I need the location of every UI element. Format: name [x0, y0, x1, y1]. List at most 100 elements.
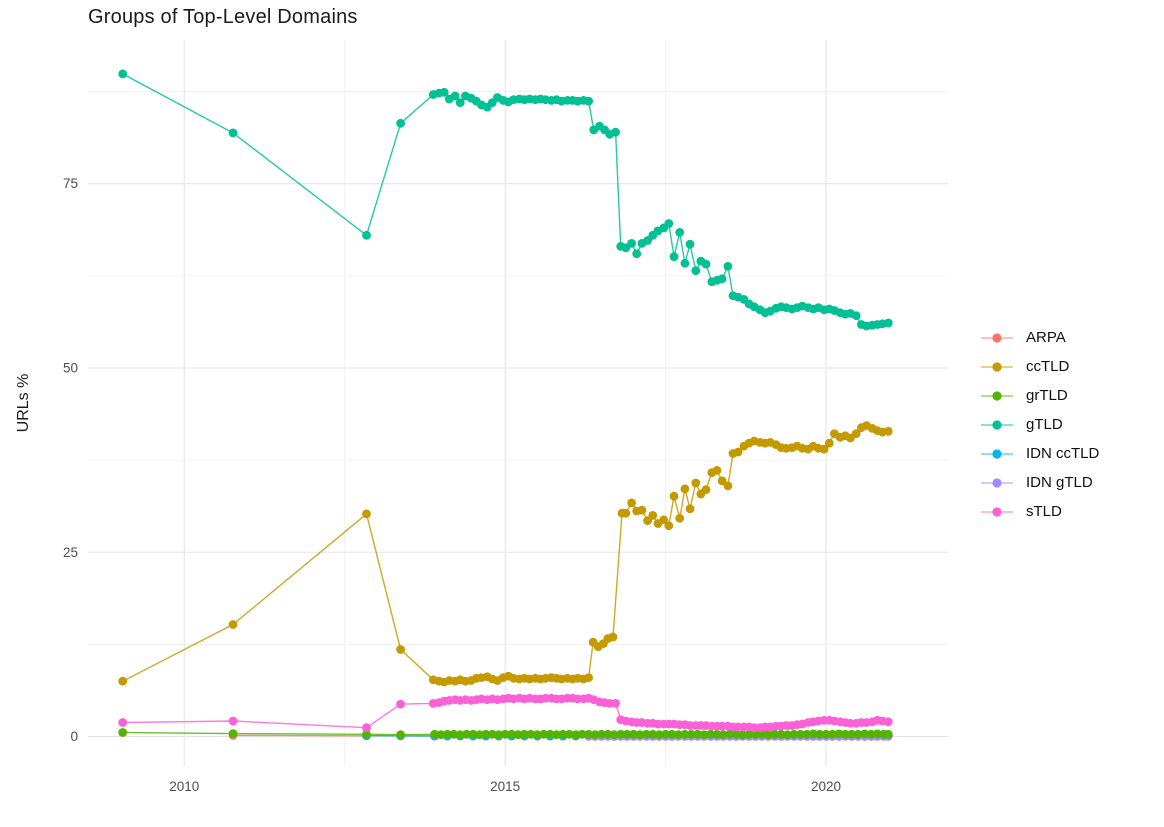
- legend-item-stld: sTLD: [980, 497, 1099, 526]
- data-point: [667, 729, 677, 739]
- data-point: [430, 729, 439, 739]
- data-point: [738, 730, 747, 740]
- data-point: [866, 729, 876, 739]
- data-point: [873, 729, 882, 739]
- data-point: [723, 481, 733, 491]
- data-point: [539, 729, 549, 739]
- series-points-ccTLD: [118, 421, 893, 687]
- data-point: [564, 729, 574, 739]
- y-tick-label: 50: [63, 360, 78, 375]
- legend-label: sTLD: [1026, 503, 1062, 520]
- legend: ARPA ccTLD grTLD gTLD IDN ccTLD IDN gTLD sTLD: [980, 323, 1099, 526]
- data-point: [642, 729, 651, 739]
- data-point: [629, 729, 638, 739]
- data-point: [685, 504, 695, 514]
- data-point: [840, 729, 850, 739]
- data-point: [616, 729, 626, 739]
- legend-key-icon: [981, 361, 1013, 372]
- data-point: [462, 729, 472, 739]
- data-point: [717, 274, 727, 284]
- legend-key-icon: [981, 448, 1013, 459]
- data-point: [396, 699, 405, 709]
- data-point: [362, 230, 371, 240]
- x-tick-label: 2010: [169, 779, 199, 794]
- data-point: [723, 261, 733, 271]
- y-tick-label: 75: [63, 176, 78, 191]
- data-point: [507, 729, 516, 739]
- legend-label: ccTLD: [1026, 358, 1070, 375]
- data-point: [883, 427, 893, 436]
- data-point: [396, 730, 405, 740]
- data-point: [819, 444, 829, 454]
- legend-item-cctld: ccTLD: [980, 352, 1099, 381]
- legend-label: grTLD: [1026, 387, 1068, 404]
- data-point: [526, 729, 536, 739]
- y-tick-label: 25: [63, 545, 78, 560]
- data-point: [669, 252, 679, 262]
- data-point: [468, 729, 478, 739]
- data-point: [532, 730, 542, 740]
- data-point: [675, 228, 685, 237]
- data-point: [654, 730, 664, 740]
- data-point: [860, 729, 869, 739]
- data-point: [513, 730, 523, 740]
- data-point: [436, 730, 446, 740]
- data-point: [611, 127, 620, 137]
- data-point: [500, 729, 510, 739]
- data-point: [118, 69, 128, 79]
- data-point: [669, 491, 679, 501]
- data-point: [584, 96, 593, 106]
- data-point: [584, 729, 593, 739]
- data-point: [118, 728, 128, 737]
- data-point: [719, 730, 728, 740]
- data-point: [853, 729, 863, 739]
- data-point: [611, 699, 620, 708]
- data-point: [680, 258, 690, 268]
- legend-key-icon: [981, 390, 1013, 401]
- data-point: [851, 429, 861, 438]
- data-point: [757, 729, 767, 739]
- data-point: [783, 730, 792, 740]
- data-point: [362, 729, 371, 739]
- data-point: [603, 729, 613, 739]
- data-point: [712, 729, 722, 739]
- y-tick-label: 0: [70, 729, 78, 744]
- data-point: [584, 673, 593, 682]
- data-point: [674, 730, 683, 740]
- data-point: [834, 729, 844, 739]
- legend-key-icon: [981, 477, 1013, 488]
- data-point: [883, 318, 893, 328]
- legend-item-gtld: gTLD: [980, 410, 1099, 439]
- data-point: [659, 515, 669, 525]
- data-point: [118, 676, 128, 686]
- data-point: [796, 729, 805, 739]
- data-point: [808, 729, 818, 739]
- data-point: [770, 729, 780, 739]
- data-point: [362, 723, 371, 733]
- data-point: [664, 219, 674, 228]
- data-point: [821, 729, 831, 739]
- data-point: [396, 118, 405, 128]
- data-point: [717, 476, 727, 486]
- data-point: [763, 730, 773, 740]
- data-point: [228, 716, 238, 726]
- data-point: [609, 730, 619, 740]
- data-point: [680, 729, 690, 739]
- x-tick-label: 2015: [490, 779, 520, 794]
- series-points-grTLD: [118, 728, 893, 740]
- data-point: [455, 730, 465, 740]
- legend-key-icon: [981, 506, 1013, 517]
- data-point: [228, 729, 238, 738]
- data-point: [701, 259, 711, 269]
- data-point: [744, 729, 754, 739]
- data-point: [776, 729, 786, 739]
- data-point: [680, 484, 690, 494]
- chart-title: Groups of Top-Level Domains: [88, 6, 358, 28]
- data-point: [228, 128, 238, 138]
- data-point: [685, 239, 695, 249]
- data-point: [632, 249, 642, 259]
- data-point: [577, 729, 587, 739]
- data-point: [118, 718, 128, 727]
